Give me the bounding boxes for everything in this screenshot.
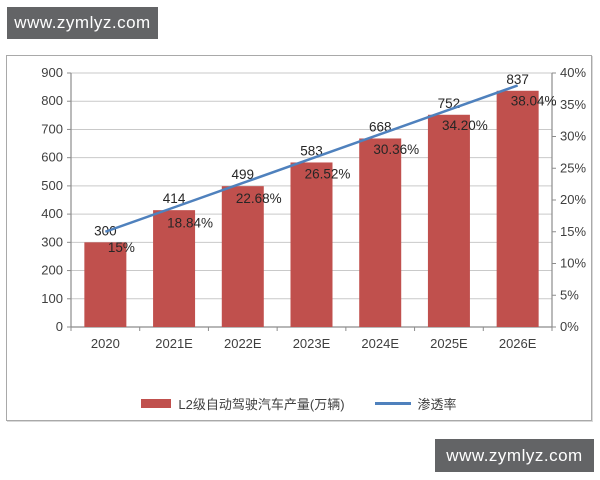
left-axis-tick-label: 300 <box>41 234 63 249</box>
bar-2026E <box>496 90 539 327</box>
line-percent-label: 30.36% <box>373 142 419 157</box>
right-axis-tick-label: 15% <box>560 224 586 239</box>
line-percent-label: 38.04% <box>511 93 557 108</box>
right-axis-tick-label: 20% <box>560 192 586 207</box>
right-axis-tick-label: 5% <box>560 287 579 302</box>
right-axis-tick-label: 0% <box>560 319 579 334</box>
right-axis-tick-label: 30% <box>560 129 586 144</box>
bar-2022E <box>221 186 264 327</box>
legend-item-penetration: 渗透率 <box>374 394 457 413</box>
watermark-text: www.zymlyz.com <box>446 445 583 465</box>
line-percent-label: 18.84% <box>167 215 213 230</box>
legend-item-production: L2级自动驾驶汽车产量(万辆) <box>141 394 345 413</box>
legend-label-penetration: 渗透率 <box>417 396 457 412</box>
right-axis-tick-label: 10% <box>560 256 586 271</box>
chart-legend: L2级自动驾驶汽车产量(万辆) 渗透率 <box>7 393 591 413</box>
x-axis-category-label: 2026E <box>499 336 537 351</box>
x-axis-category-label: 2020 <box>91 336 120 351</box>
line-percent-label: 15% <box>108 240 135 255</box>
left-axis-tick-label: 100 <box>41 291 63 306</box>
left-axis-tick-label: 700 <box>41 121 63 136</box>
bar-value-label: 668 <box>369 119 392 134</box>
left-axis-tick-label: 400 <box>41 206 63 221</box>
watermark-top-left: www.zymlyz.com <box>7 7 158 39</box>
left-axis-tick-label: 900 <box>41 65 63 80</box>
bar-series-swatch-icon <box>141 398 172 408</box>
right-axis-tick-label: 40% <box>560 65 586 80</box>
right-axis-tick-label: 25% <box>560 160 586 175</box>
bar-2021E <box>153 210 196 327</box>
right-axis-tick-label: 35% <box>560 97 586 112</box>
left-axis-tick-label: 200 <box>41 263 63 278</box>
line-series-swatch-icon <box>374 401 411 405</box>
left-axis-tick-label: 800 <box>41 93 63 108</box>
bar-2025E <box>427 114 470 327</box>
chart-frame: 0 100 200 300 400 500 600 700 800 900 0% 5% 10% 15% 20… <box>6 55 592 421</box>
line-percent-label: 26.52% <box>305 167 351 182</box>
line-percent-label: 22.68% <box>236 191 282 206</box>
watermark-bottom-right: www.zymlyz.com <box>435 439 594 472</box>
bar-2020 <box>84 242 127 327</box>
bar-value-label: 583 <box>300 143 323 158</box>
x-axis-category-label: 2022E <box>224 336 262 351</box>
line-percent-label: 34.20% <box>442 118 488 133</box>
bar-2023E <box>290 162 333 327</box>
x-axis-category-label: 2023E <box>293 336 331 351</box>
bar-value-label: 414 <box>163 191 186 206</box>
left-axis-tick-label: 500 <box>41 178 63 193</box>
bar-value-label: 499 <box>232 167 255 182</box>
chart-canvas: 0 100 200 300 400 500 600 700 800 900 0% 5% 10% 15% 20… <box>41 65 586 351</box>
x-axis-category-label: 2025E <box>430 336 468 351</box>
left-axis-tick-label: 0 <box>56 319 63 334</box>
penetration-rate-line <box>104 84 519 233</box>
x-axis-category-label: 2024E <box>361 336 399 351</box>
left-axis-tick-label: 600 <box>41 150 63 165</box>
watermark-text: www.zymlyz.com <box>14 13 151 32</box>
x-axis-category-label: 2021E <box>155 336 193 351</box>
legend-label-production: L2级自动驾驶汽车产量(万辆) <box>178 396 345 412</box>
bar-2024E <box>359 138 402 327</box>
bar-value-label: 837 <box>506 72 529 87</box>
